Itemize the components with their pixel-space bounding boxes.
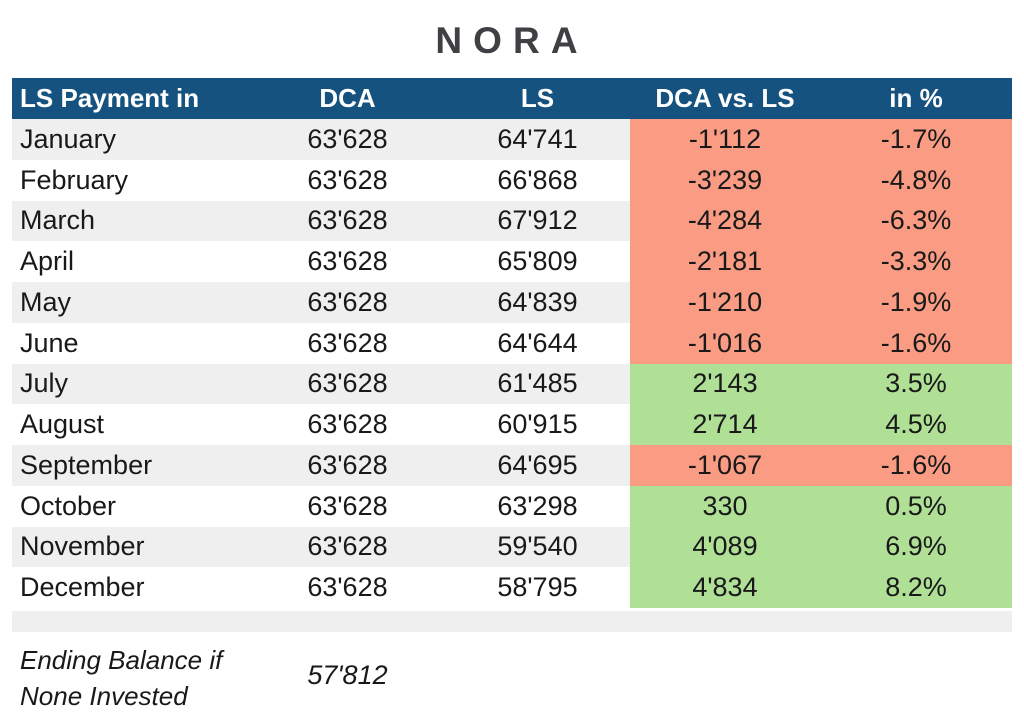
col-header-pct: in %: [889, 83, 943, 113]
month-cell: July: [12, 363, 250, 405]
pct-cell: -3.3%: [820, 241, 1012, 282]
table-row: August 63'628 60'915 2'714 4.5%: [12, 404, 1012, 445]
pct-cell: 6.9%: [820, 526, 1012, 568]
table-row: December 63'628 58'795 4'834 8.2%: [12, 567, 1012, 608]
diff-cell: 4'089: [630, 526, 820, 568]
dca-cell: 63'628: [250, 445, 445, 486]
pct-cell: -4.8%: [820, 159, 1012, 201]
ls-cell: 60'915: [497, 409, 578, 440]
ls-cell: 61'485: [445, 363, 630, 405]
dca-cell: 63'628: [307, 246, 388, 277]
col-header-dca: DCA: [319, 83, 376, 113]
dca-cell: 63'628: [250, 119, 445, 160]
dca-cell: 63'628: [307, 490, 388, 521]
ls-cell: 66'868: [497, 164, 578, 195]
dca-cell: 63'628: [250, 282, 445, 323]
table-footer-divider: [12, 611, 1012, 632]
ls-cell: 64'741: [445, 119, 630, 160]
diff-cell: -4'284: [630, 200, 820, 242]
pct-cell: 4.5%: [820, 404, 1012, 445]
pct-cell: 0.5%: [820, 485, 1012, 527]
month-cell: October: [20, 490, 117, 521]
table-row: April 63'628 65'809 -2'181 -3.3%: [12, 241, 1012, 282]
month-cell: April: [20, 246, 75, 277]
table-row: November 63'628 59'540 4'089 6.9%: [12, 526, 1012, 568]
table-row: September 63'628 64'695 -1'067 -1.6%: [12, 445, 1012, 486]
table-row: June 63'628 64'644 -1'016 -1.6%: [12, 322, 1012, 364]
pct-cell: -6.3%: [820, 200, 1012, 242]
table-row: January 63'628 64'741 -1'112 -1.7%: [12, 119, 1012, 160]
table-row: February 63'628 66'868 -3'239 -4.8%: [12, 159, 1012, 201]
ls-cell: 64'695: [445, 445, 630, 486]
month-cell: November: [12, 526, 250, 568]
pct-cell: 3.5%: [820, 363, 1012, 405]
diff-cell: -3'239: [630, 159, 820, 201]
ls-cell: 58'795: [497, 572, 578, 603]
diff-cell: -2'181: [630, 241, 820, 282]
dca-cell: 63'628: [250, 363, 445, 405]
pct-cell: -1.6%: [820, 445, 1012, 486]
dca-cell: 63'628: [307, 572, 388, 603]
month-cell: June: [20, 327, 79, 358]
col-header-dca-vs-ls: DCA vs. LS: [655, 83, 795, 113]
pct-cell: -1.6%: [820, 322, 1012, 364]
diff-cell: 330: [630, 485, 820, 527]
dca-cell: 63'628: [307, 327, 388, 358]
diff-cell: 4'834: [630, 567, 820, 608]
dca-cell: 63'628: [250, 526, 445, 568]
month-cell: March: [12, 200, 250, 242]
dca-cell: 63'628: [307, 164, 388, 195]
dca-cell: 63'628: [250, 200, 445, 242]
dca-vs-ls-table: LS Payment in DCA LS DCA vs. LS in % January…: [12, 78, 1012, 608]
diff-cell: 2'143: [630, 363, 820, 405]
table-row: October 63'628 63'298 330 0.5%: [12, 485, 1012, 527]
table-header-row: LS Payment in DCA LS DCA vs. LS in %: [12, 78, 1012, 119]
table-body: January 63'628 64'741 -1'112 -1.7% February 63…: [12, 119, 1012, 608]
month-cell: August: [20, 409, 105, 440]
pct-cell: 8.2%: [820, 567, 1012, 608]
table-row: July 63'628 61'485 2'143 3.5%: [12, 363, 1012, 405]
month-cell: January: [12, 119, 250, 160]
ls-cell: 59'540: [445, 526, 630, 568]
diff-cell: -1'067: [630, 445, 820, 486]
ending-balance-value: 57'812: [307, 659, 388, 690]
diff-cell: -1'210: [630, 282, 820, 323]
pct-cell: -1.7%: [820, 119, 1012, 160]
ending-balance-label: Ending Balance if None Invested: [20, 645, 223, 711]
ending-balance-row: Ending Balance if None Invested 57'812: [12, 636, 1012, 714]
table-row: May 63'628 64'839 -1'210 -1.9%: [12, 282, 1012, 323]
diff-cell: 2'714: [630, 404, 820, 445]
diff-cell: -1'016: [630, 322, 820, 364]
col-header-month: LS Payment in: [20, 83, 200, 113]
page-title: NORA: [435, 20, 589, 61]
month-cell: February: [20, 164, 129, 195]
month-cell: May: [12, 282, 250, 323]
ls-cell: 64'839: [445, 282, 630, 323]
col-header-ls: LS: [520, 83, 555, 113]
diff-cell: -1'112: [630, 119, 820, 160]
pct-cell: -1.9%: [820, 282, 1012, 323]
ls-cell: 67'912: [445, 200, 630, 242]
month-cell: September: [12, 445, 250, 486]
table-row: March 63'628 67'912 -4'284 -6.3%: [12, 200, 1012, 242]
ls-cell: 63'298: [497, 490, 578, 521]
month-cell: December: [20, 572, 145, 603]
dca-cell: 63'628: [307, 409, 388, 440]
ls-cell: 64'644: [497, 327, 578, 358]
ls-cell: 65'809: [497, 246, 578, 277]
